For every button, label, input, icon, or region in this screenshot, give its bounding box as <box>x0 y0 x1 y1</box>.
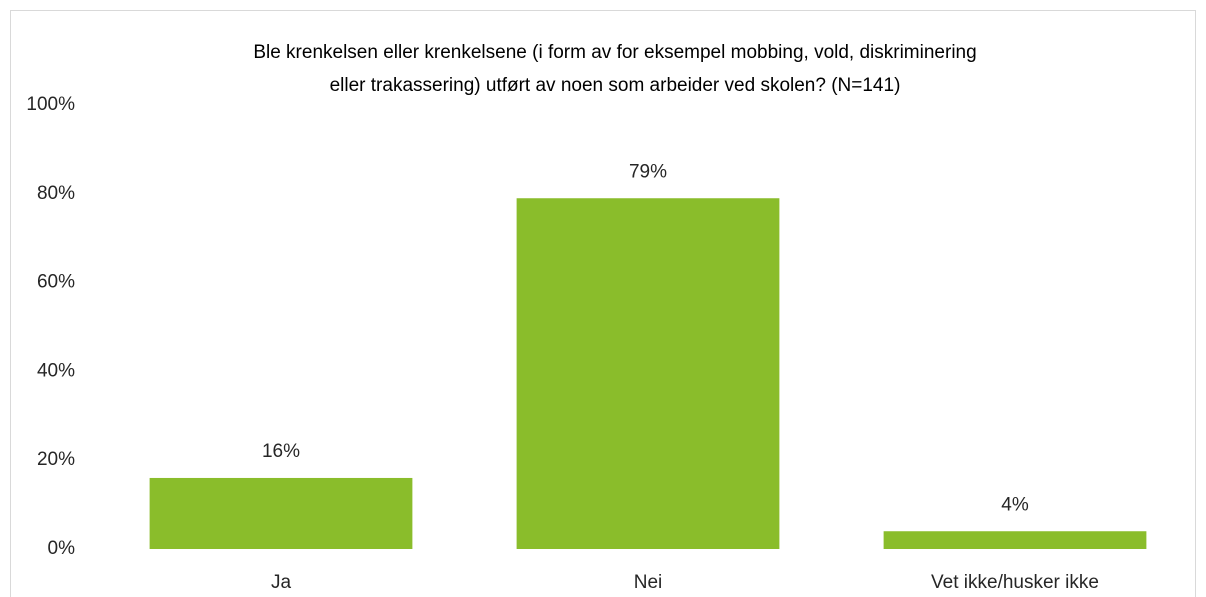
y-tick-label: 0% <box>48 538 76 559</box>
chart-title: eller trakassering) utført av noen som a… <box>330 75 901 96</box>
data-label: 79% <box>629 161 667 182</box>
bar <box>149 477 413 549</box>
y-tick-label: 60% <box>37 272 75 293</box>
bar <box>883 531 1147 549</box>
x-tick-label: Vet ikke/husker ikke <box>931 572 1099 593</box>
chart-frame <box>10 10 1196 597</box>
x-tick-label: Ja <box>271 572 292 593</box>
y-tick-label: 80% <box>37 183 75 204</box>
y-tick-label: 100% <box>26 94 75 115</box>
chart-title: Ble krenkelsen eller krenkelsene (i form… <box>253 42 976 63</box>
x-tick-label: Nei <box>634 572 663 593</box>
data-label: 16% <box>262 441 300 462</box>
y-tick-label: 40% <box>37 360 75 381</box>
bar <box>516 198 780 550</box>
y-tick-label: 20% <box>37 449 75 470</box>
data-label: 4% <box>1001 494 1029 515</box>
